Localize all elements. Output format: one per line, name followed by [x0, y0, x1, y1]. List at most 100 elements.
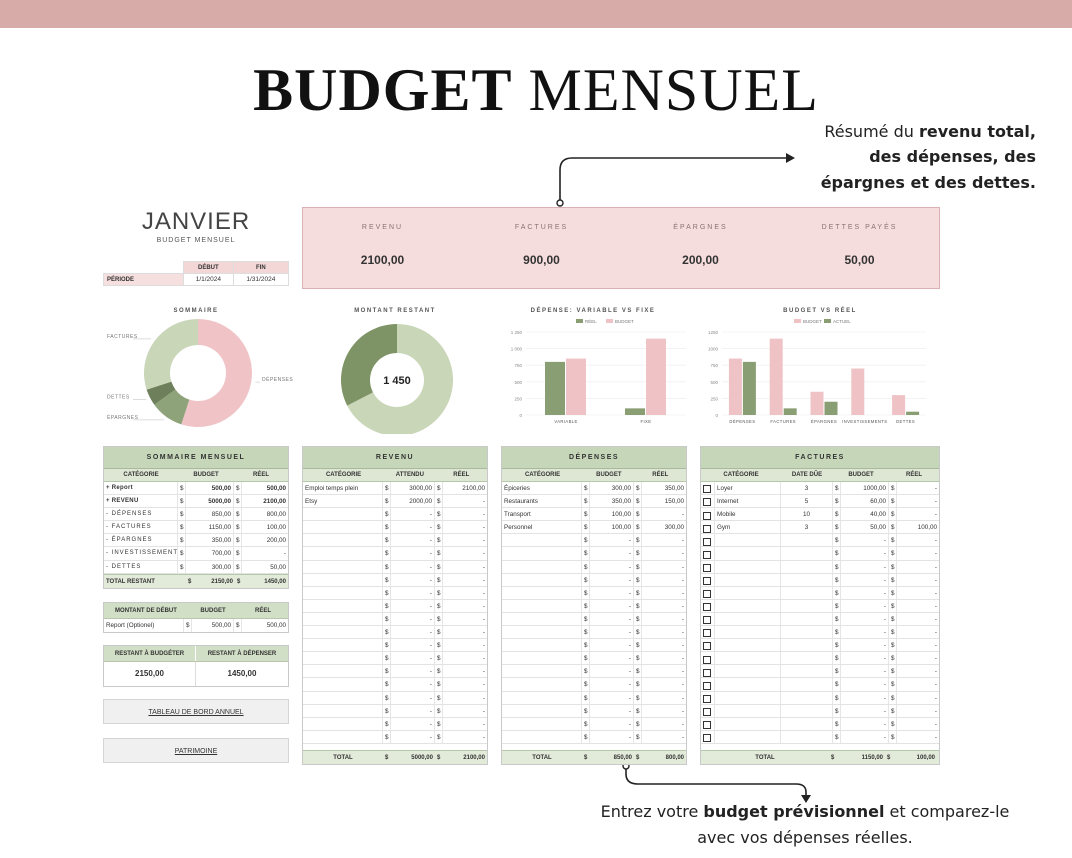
row-due-date[interactable] — [781, 704, 833, 717]
row-reel[interactable]: - — [934, 668, 937, 676]
row-budget[interactable]: - — [391, 521, 435, 534]
row-budget[interactable]: - — [391, 547, 435, 560]
checkbox[interactable] — [701, 508, 715, 521]
row-budget[interactable]: - — [590, 626, 634, 639]
row-budget[interactable]: - — [841, 573, 889, 586]
checkbox-icon[interactable] — [703, 563, 711, 572]
row-reel[interactable]: - — [482, 576, 485, 584]
row-category[interactable] — [715, 586, 781, 599]
row-reel[interactable]: - — [681, 707, 684, 715]
row-category[interactable] — [303, 547, 383, 560]
row-category[interactable] — [715, 599, 781, 612]
row-category[interactable]: Restaurants — [502, 495, 582, 508]
row-reel[interactable]: - — [482, 629, 485, 637]
row-category[interactable]: Etsy — [303, 495, 383, 508]
row-budget[interactable]: 300,00 — [590, 482, 634, 495]
row-category[interactable] — [502, 599, 582, 612]
row-reel[interactable]: - — [934, 707, 937, 715]
row-category[interactable] — [715, 612, 781, 626]
row-reel[interactable]: - — [681, 733, 684, 741]
checkbox[interactable] — [701, 534, 715, 547]
period-end-input[interactable]: 1/31/2024 — [232, 273, 290, 286]
checkbox[interactable] — [701, 730, 715, 743]
row-budget[interactable]: - — [590, 586, 634, 599]
report-budget-input[interactable]: 500,00 — [192, 619, 234, 633]
checkbox-icon[interactable] — [703, 642, 711, 651]
row-reel[interactable]: - — [482, 707, 485, 715]
checkbox-icon[interactable] — [703, 707, 711, 716]
row-reel[interactable]: - — [934, 655, 937, 663]
row-budget[interactable]: 3000,00 — [391, 482, 435, 495]
row-reel[interactable]: - — [482, 642, 485, 650]
row-category[interactable] — [502, 573, 582, 586]
row-budget[interactable]: - — [391, 730, 435, 743]
row-reel[interactable]: - — [934, 550, 937, 558]
row-category[interactable]: Transport — [502, 508, 582, 521]
row-category[interactable] — [502, 691, 582, 704]
row-budget[interactable]: - — [590, 665, 634, 678]
row-reel[interactable]: - — [482, 668, 485, 676]
checkbox-icon[interactable] — [703, 485, 711, 494]
row-reel[interactable]: - — [681, 576, 684, 584]
row-category[interactable] — [303, 599, 383, 612]
checkbox[interactable] — [701, 678, 715, 691]
row-budget[interactable]: - — [590, 534, 634, 547]
row-category[interactable] — [303, 521, 383, 534]
row-category[interactable] — [502, 730, 582, 743]
row-category[interactable]: Mobile — [715, 508, 781, 521]
row-due-date[interactable] — [781, 599, 833, 612]
row-budget[interactable]: - — [841, 665, 889, 678]
row-reel[interactable]: - — [482, 498, 485, 506]
row-category[interactable] — [303, 678, 383, 691]
summary-budget[interactable]: 300,00 — [186, 560, 234, 573]
row-reel[interactable]: - — [482, 550, 485, 558]
row-category[interactable] — [715, 626, 781, 639]
row-budget[interactable]: - — [391, 599, 435, 612]
row-category[interactable]: Épiceries — [502, 482, 582, 495]
row-category[interactable] — [502, 547, 582, 560]
row-category[interactable] — [502, 704, 582, 717]
checkbox-icon[interactable] — [703, 734, 711, 743]
row-reel[interactable]: - — [934, 563, 937, 571]
checkbox-icon[interactable] — [703, 498, 711, 507]
row-reel[interactable]: - — [934, 511, 937, 519]
row-reel[interactable]: - — [934, 602, 937, 610]
row-budget[interactable]: - — [841, 639, 889, 652]
row-reel[interactable]: - — [482, 524, 485, 532]
row-reel[interactable]: - — [681, 655, 684, 663]
checkbox-icon[interactable] — [703, 550, 711, 559]
row-reel[interactable]: - — [482, 602, 485, 610]
checkbox[interactable] — [701, 521, 715, 534]
row-budget[interactable]: - — [391, 508, 435, 521]
row-budget[interactable]: - — [391, 573, 435, 586]
row-budget[interactable]: - — [391, 717, 435, 730]
row-category[interactable]: Emploi temps plein — [303, 482, 383, 495]
row-category[interactable] — [715, 652, 781, 665]
row-category[interactable] — [502, 626, 582, 639]
checkbox[interactable] — [701, 717, 715, 730]
row-budget[interactable]: - — [391, 691, 435, 704]
period-start-input[interactable]: 1/1/2024 — [183, 273, 234, 286]
checkbox-icon[interactable] — [703, 655, 711, 664]
checkbox[interactable] — [701, 665, 715, 678]
row-reel[interactable]: - — [681, 629, 684, 637]
row-budget[interactable]: - — [590, 573, 634, 586]
row-due-date[interactable] — [781, 639, 833, 652]
row-budget[interactable]: - — [841, 704, 889, 717]
row-reel[interactable]: 150,00 — [664, 498, 684, 506]
row-budget[interactable]: - — [841, 547, 889, 560]
row-budget[interactable]: - — [590, 612, 634, 626]
row-budget[interactable]: - — [841, 691, 889, 704]
row-budget[interactable]: - — [391, 652, 435, 665]
row-due-date[interactable] — [781, 678, 833, 691]
row-due-date[interactable] — [781, 612, 833, 626]
checkbox[interactable] — [701, 612, 715, 626]
row-due-date[interactable] — [781, 717, 833, 730]
checkbox-icon[interactable] — [703, 694, 711, 703]
row-budget[interactable]: - — [391, 678, 435, 691]
row-budget[interactable]: - — [841, 560, 889, 573]
row-category[interactable] — [303, 704, 383, 717]
row-budget[interactable]: - — [841, 626, 889, 639]
checkbox[interactable] — [701, 586, 715, 599]
patrimoine-button[interactable]: PATRIMOINE — [103, 738, 289, 763]
